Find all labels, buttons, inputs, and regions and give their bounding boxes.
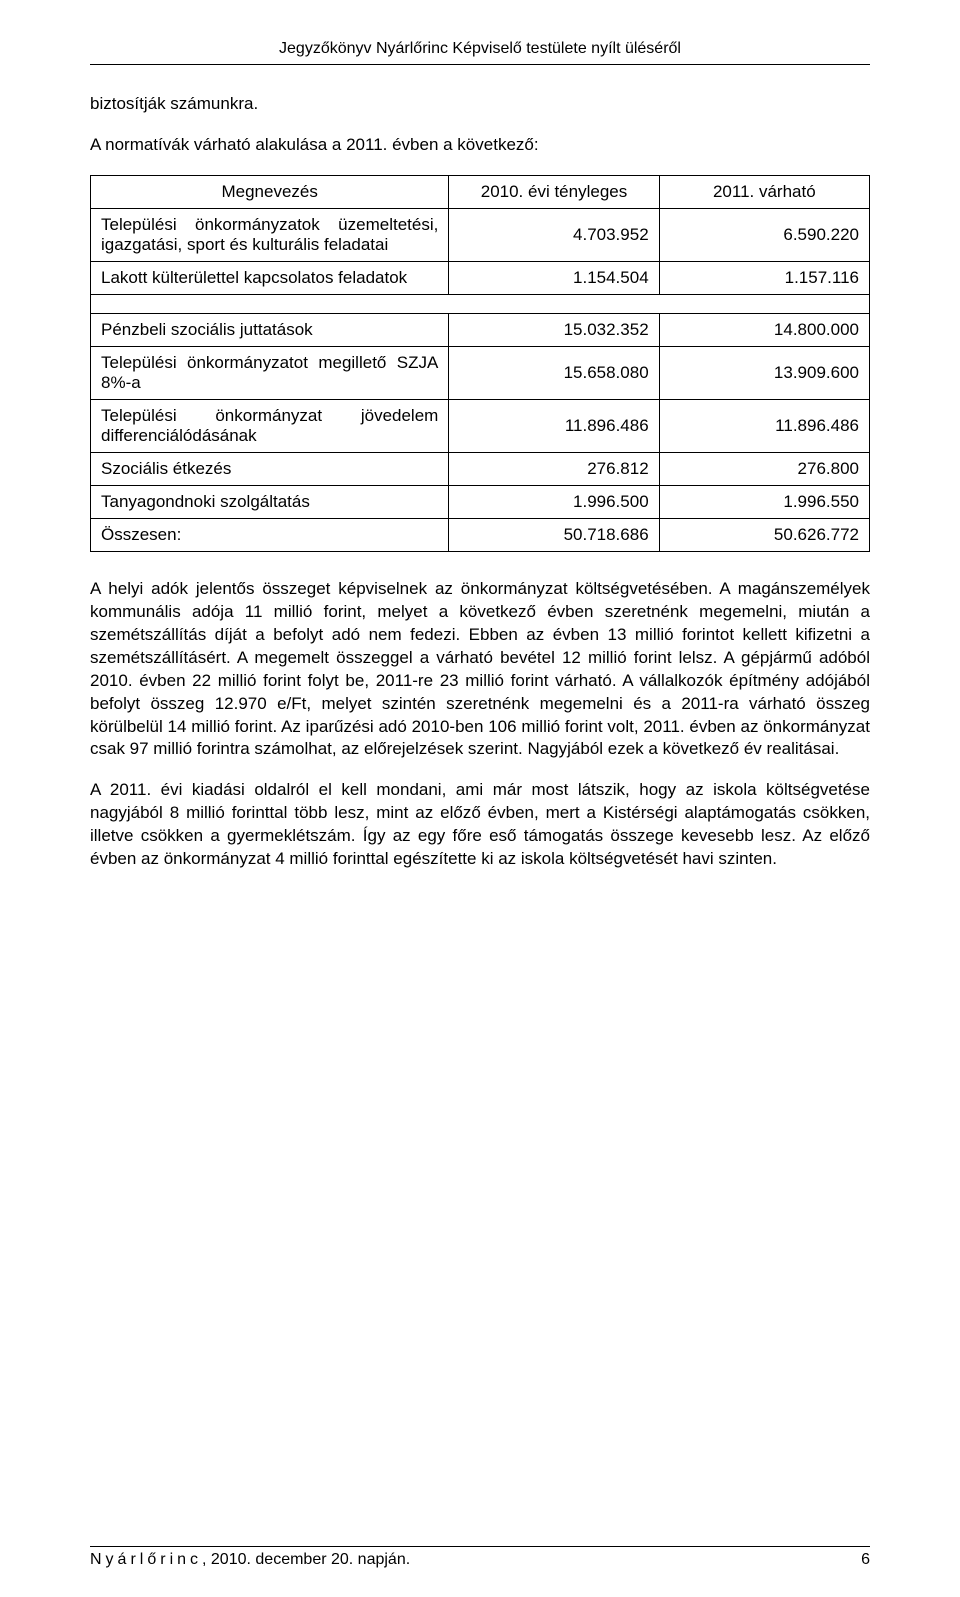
cell-value: 14.800.000: [659, 313, 869, 346]
cell-value: 50.626.772: [659, 518, 869, 551]
cell-label: Összesen:: [91, 518, 449, 551]
table-row: Települési önkormányzatot megillető SZJA…: [91, 346, 870, 399]
col-2010: 2010. évi tényleges: [449, 175, 659, 208]
table-row: Pénzbeli szociális juttatások 15.032.352…: [91, 313, 870, 346]
normativak-table: Megnevezés 2010. évi tényleges 2011. vár…: [90, 175, 870, 552]
cell-value: 276.812: [449, 452, 659, 485]
footer-place: Nyárlőrinc: [90, 1551, 202, 1568]
cell-value: 1.154.504: [449, 261, 659, 294]
cell-value: 11.896.486: [449, 399, 659, 452]
cell-label: Települési önkormányzat jövedelem differ…: [91, 399, 449, 452]
table-header-row: Megnevezés 2010. évi tényleges 2011. vár…: [91, 175, 870, 208]
col-2011: 2011. várható: [659, 175, 869, 208]
cell-value: 6.590.220: [659, 208, 869, 261]
body-para-2: A 2011. évi kiadási oldalról el kell mon…: [90, 779, 870, 871]
page-number: 6: [861, 1551, 870, 1569]
col-megnevezes: Megnevezés: [91, 175, 449, 208]
page: Jegyzőkönyv Nyárlőrinc Képviselő testüle…: [0, 0, 960, 1597]
cell-value: 1.157.116: [659, 261, 869, 294]
cell-value: 1.996.550: [659, 485, 869, 518]
intro-line-2: A normatívák várható alakulása a 2011. é…: [90, 134, 870, 157]
table-row: Települési önkormányzat jövedelem differ…: [91, 399, 870, 452]
cell-label: Települési önkormányzatot megillető SZJA…: [91, 346, 449, 399]
intro-line-1: biztosítják számunkra.: [90, 93, 870, 116]
cell-label: Tanyagondnoki szolgáltatás: [91, 485, 449, 518]
page-footer: Nyárlőrinc, 2010. december 20. napján. 6: [90, 1546, 870, 1569]
cell-label: Lakott külterülettel kapcsolatos feladat…: [91, 261, 449, 294]
table-row: Lakott külterülettel kapcsolatos feladat…: [91, 261, 870, 294]
head-rule: [90, 64, 870, 65]
footer-left: Nyárlőrinc, 2010. december 20. napján.: [90, 1551, 410, 1569]
cell-label: Szociális étkezés: [91, 452, 449, 485]
cell-value: 50.718.686: [449, 518, 659, 551]
table-row: Szociális étkezés 276.812 276.800: [91, 452, 870, 485]
cell-label: Pénzbeli szociális juttatások: [91, 313, 449, 346]
table-row: Tanyagondnoki szolgáltatás 1.996.500 1.9…: [91, 485, 870, 518]
footer-rule: [90, 1546, 870, 1547]
table-row: Települési önkormányzatok üzemeltetési, …: [91, 208, 870, 261]
cell-value: 11.896.486: [659, 399, 869, 452]
cell-value: 15.032.352: [449, 313, 659, 346]
footer-date: , 2010. december 20. napján.: [202, 1551, 410, 1568]
cell-value: 4.703.952: [449, 208, 659, 261]
running-head: Jegyzőkönyv Nyárlőrinc Képviselő testüle…: [90, 40, 870, 58]
table-row-total: Összesen: 50.718.686 50.626.772: [91, 518, 870, 551]
cell-value: 15.658.080: [449, 346, 659, 399]
table-gap: [91, 294, 870, 313]
cell-value: 13.909.600: [659, 346, 869, 399]
cell-label: Települési önkormányzatok üzemeltetési, …: [91, 208, 449, 261]
body-para-1: A helyi adók jelentős összeget képviseln…: [90, 578, 870, 762]
cell-value: 276.800: [659, 452, 869, 485]
cell-value: 1.996.500: [449, 485, 659, 518]
